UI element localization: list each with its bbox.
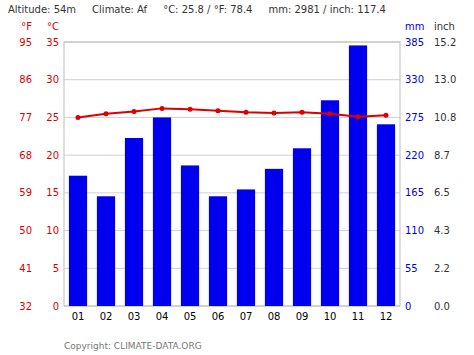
x-tick-label: 05 — [184, 311, 197, 322]
y-tick-label: 35 — [46, 37, 59, 48]
marker — [384, 113, 389, 118]
grid — [64, 42, 400, 306]
y-tick-label: 0 — [405, 301, 411, 312]
marker — [76, 115, 81, 120]
x-tick-label: 01 — [72, 311, 85, 322]
axis-label: °C — [47, 21, 59, 32]
marker — [244, 110, 249, 115]
annotation: Copyright: CLIMATE-DATA.ORG — [64, 341, 202, 351]
y-tick-label: 0 — [53, 301, 59, 312]
y-tick-label: 20 — [46, 150, 59, 161]
y-tick-label: 95 — [19, 37, 32, 48]
y-tick-label: 5 — [53, 263, 59, 274]
marker — [132, 109, 137, 114]
marker — [216, 108, 221, 113]
axis-label: °F — [21, 21, 32, 32]
y-tick-label: 385 — [405, 37, 424, 48]
bar — [377, 124, 395, 306]
marker — [272, 110, 277, 115]
axis-label: inch — [434, 21, 455, 32]
annotation: Climate: Af — [92, 4, 148, 15]
marker — [328, 111, 333, 116]
x-tick-label: 08 — [268, 311, 281, 322]
y-tick-label: 275 — [405, 112, 424, 123]
line — [78, 108, 386, 117]
x-tick-label: 06 — [212, 311, 225, 322]
marker — [160, 106, 165, 111]
annotation: Altitude: 54m — [8, 4, 76, 15]
x-tick-label: 04 — [156, 311, 169, 322]
y-tick-label: 59 — [19, 187, 32, 198]
y-tick-label: 4.3 — [434, 225, 450, 236]
bar — [321, 100, 339, 306]
marker — [356, 114, 361, 119]
x-tick-label: 11 — [352, 311, 365, 322]
marker — [188, 107, 193, 112]
y-tick-label: 32 — [19, 301, 32, 312]
x-tick-label: 07 — [240, 311, 253, 322]
y-tick-label: 110 — [405, 225, 424, 236]
axis-label: mm — [405, 21, 424, 32]
bar — [237, 189, 255, 306]
bar — [125, 138, 143, 306]
bar — [97, 196, 115, 306]
bar — [153, 117, 171, 306]
bar — [69, 176, 87, 306]
y-tick-label: 50 — [19, 225, 32, 236]
y-tick-label: 15.2 — [434, 37, 456, 48]
x-tick-label: 02 — [100, 311, 113, 322]
annotation: °C: 25.8 / °F: 78.4 — [163, 4, 252, 15]
chart: 0102030405060708091011123241505968778695… — [0, 0, 474, 355]
marker — [104, 111, 109, 116]
y-tick-label: 55 — [405, 263, 418, 274]
x-tick-label: 09 — [296, 311, 309, 322]
y-tick-label: 0.0 — [434, 301, 450, 312]
y-tick-label: 86 — [19, 74, 32, 85]
bar — [209, 196, 227, 306]
marker — [300, 110, 305, 115]
y-tick-label: 25 — [46, 112, 59, 123]
y-tick-label: 77 — [19, 112, 32, 123]
bar — [265, 169, 283, 306]
y-tick-label: 30 — [46, 74, 59, 85]
y-tick-label: 10 — [46, 225, 59, 236]
y-tick-label: 165 — [405, 187, 424, 198]
x-tick-label: 12 — [380, 311, 393, 322]
x-tick-label: 03 — [128, 311, 141, 322]
plot-frame — [64, 42, 400, 306]
y-tick-label: 8.7 — [434, 150, 450, 161]
annotation: mm: 2981 / inch: 117.4 — [268, 4, 385, 15]
y-tick-label: 13.0 — [434, 74, 456, 85]
x-tick-label: 10 — [324, 311, 337, 322]
y-tick-label: 330 — [405, 74, 424, 85]
y-tick-label: 68 — [19, 150, 32, 161]
y-tick-label: 6.5 — [434, 187, 450, 198]
marks — [69, 45, 395, 306]
bar — [181, 165, 199, 306]
y-tick-label: 2.2 — [434, 263, 450, 274]
y-tick-label: 220 — [405, 150, 424, 161]
y-tick-label: 41 — [19, 263, 32, 274]
y-tick-label: 15 — [46, 187, 59, 198]
y-tick-label: 10.8 — [434, 112, 456, 123]
bar — [293, 148, 311, 306]
bar — [349, 45, 367, 306]
